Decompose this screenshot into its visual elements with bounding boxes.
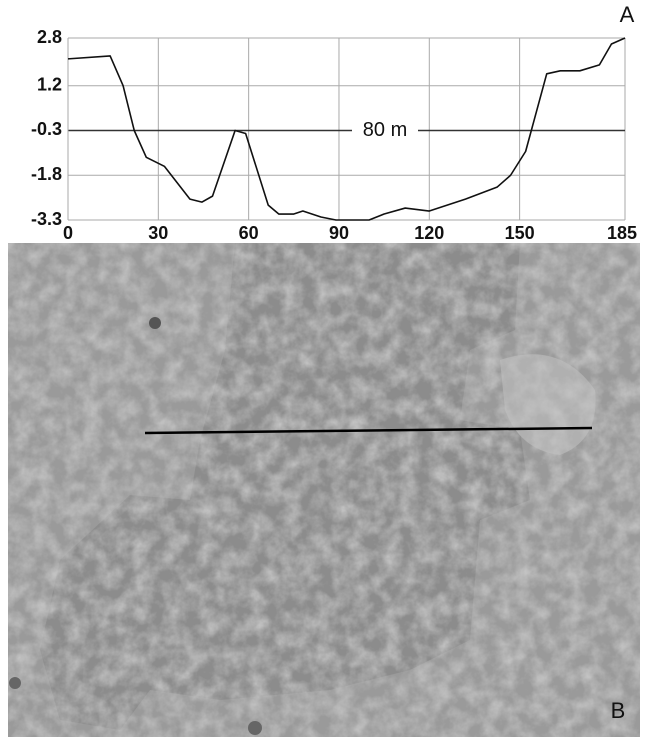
x-tick-label: 30 (148, 223, 168, 243)
figure: 03060901201501852.81.2-0.3-1.8-3.380 mA … (0, 0, 647, 737)
image-panel: B (8, 243, 640, 737)
y-tick-label: 1.2 (37, 74, 62, 94)
panel-label: A (620, 2, 635, 27)
panel-label: B (611, 698, 626, 723)
y-tick-label: -1.8 (31, 164, 62, 184)
x-tick-label: 60 (239, 223, 259, 243)
x-tick-label: 90 (329, 223, 349, 243)
x-tick-label: 0 (63, 223, 73, 243)
image-texture (8, 243, 640, 737)
profile-line (68, 38, 625, 220)
x-tick-label: 120 (414, 223, 444, 243)
y-tick-label: -3.3 (31, 209, 62, 229)
x-tick-label: 150 (505, 223, 535, 243)
x-tick-label: 185 (607, 223, 637, 243)
small-crater (248, 721, 262, 735)
annotation: 80 m (363, 119, 407, 141)
y-tick-label: -0.3 (31, 119, 62, 139)
y-tick-label: 2.8 (37, 27, 62, 47)
small-crater (9, 677, 21, 689)
profile-chart: 0 30 60 90 120 150 185 2.8 1.2 -0.3 -1.8 -3.3 80 m A (31, 2, 637, 243)
small-crater (149, 317, 161, 329)
